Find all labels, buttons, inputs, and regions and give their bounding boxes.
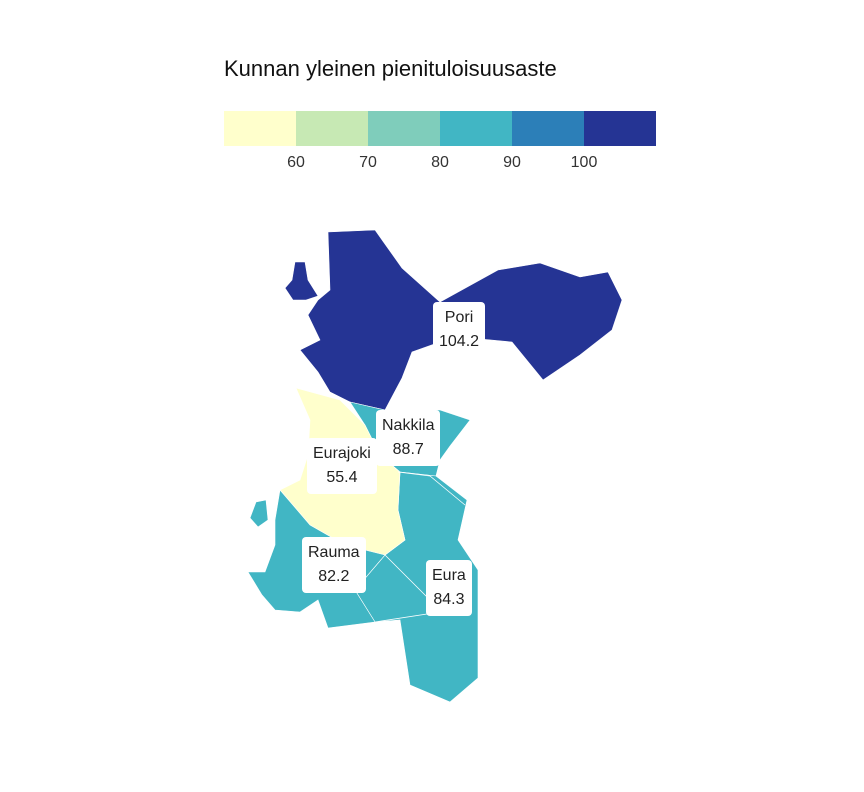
region-label-eura: Eura 84.3: [426, 560, 472, 616]
region-name: Nakkila: [382, 417, 435, 434]
region-name: Eurajoki: [313, 445, 371, 462]
region-label-pori: Pori 104.2: [433, 302, 486, 358]
region-label-rauma: Rauma 82.2: [302, 537, 366, 593]
legend-tick-label: 80: [431, 154, 449, 171]
region-value: 104.2: [439, 333, 480, 350]
region-label-eurajoki: Eurajoki 55.4: [307, 438, 377, 494]
legend-tick-label: 90: [503, 154, 521, 171]
region-value: 82.2: [318, 568, 350, 585]
legend-swatch: [584, 111, 656, 146]
legend-swatch: [224, 111, 296, 146]
region-name: Eura: [432, 567, 466, 584]
legend-tick-label: 100: [570, 154, 598, 171]
region-value: 88.7: [392, 441, 424, 458]
color-legend: [224, 111, 656, 146]
legend-tick-label: 60: [287, 154, 305, 171]
legend-swatch: [296, 111, 368, 146]
region-value: 84.3: [433, 591, 465, 608]
legend-title: Kunnan yleinen pienituloisuusaste: [224, 56, 557, 81]
legend-ticks: 60 70 80 90 100: [224, 154, 656, 176]
legend-swatch: [440, 111, 512, 146]
legend-swatch: [368, 111, 440, 146]
region-name: Rauma: [308, 544, 360, 561]
region-value: 55.4: [326, 469, 358, 486]
region-name: Pori: [444, 309, 474, 326]
legend-swatch: [512, 111, 584, 146]
legend-tick-label: 70: [359, 154, 377, 171]
region-label-nakkila: Nakkila 88.7: [376, 410, 441, 466]
